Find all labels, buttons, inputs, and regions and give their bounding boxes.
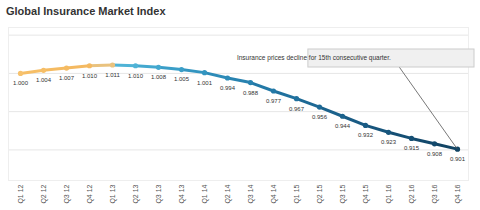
svg-text:Q3 16: Q3 16 xyxy=(431,184,439,203)
svg-text:0.956: 0.956 xyxy=(312,114,328,120)
svg-text:Q1 15: Q1 15 xyxy=(293,184,301,203)
svg-text:1.011: 1.011 xyxy=(105,72,120,78)
svg-text:1.007: 1.007 xyxy=(59,75,75,81)
svg-text:0.994: 0.994 xyxy=(220,85,236,91)
svg-text:Q2 16: Q2 16 xyxy=(408,184,416,203)
svg-text:Q2 12: Q2 12 xyxy=(40,184,48,203)
svg-text:1.001: 1.001 xyxy=(197,80,213,86)
svg-text:Q2 13: Q2 13 xyxy=(132,184,140,203)
html-text:Global Insurance Market Index: Global Insurance Market Index xyxy=(6,5,166,17)
svg-text:0.915: 0.915 xyxy=(404,145,420,151)
svg-text:Q3 15: Q3 15 xyxy=(339,184,347,203)
svg-text:Q1 12: Q1 12 xyxy=(17,184,25,203)
svg-text:Q1 13: Q1 13 xyxy=(109,184,117,203)
svg-text:Q3 13: Q3 13 xyxy=(155,184,163,203)
svg-text:1.005: 1.005 xyxy=(174,76,190,82)
svg-text:0.977: 0.977 xyxy=(266,98,282,104)
svg-text:Q4 15: Q4 15 xyxy=(362,184,370,203)
svg-text:1.010: 1.010 xyxy=(82,73,98,79)
svg-text:Q3 12: Q3 12 xyxy=(63,184,71,203)
svg-text:Q4 13: Q4 13 xyxy=(178,184,186,203)
svg-text:0.988: 0.988 xyxy=(243,90,259,96)
svg-text:Insurance prices decline for 1: Insurance prices decline for 15th consec… xyxy=(237,54,391,62)
svg-text:0.932: 0.932 xyxy=(358,132,374,138)
svg-text:1.000: 1.000 xyxy=(13,80,29,86)
svg-text:Q2 14: Q2 14 xyxy=(224,184,232,203)
svg-text:1.008: 1.008 xyxy=(151,74,167,80)
svg-text:0.967: 0.967 xyxy=(289,106,305,112)
svg-text:Q4 12: Q4 12 xyxy=(86,184,94,203)
svg-text:Q3 14: Q3 14 xyxy=(247,184,255,203)
svg-text:Q4 16: Q4 16 xyxy=(454,184,462,203)
svg-text:Q1 16: Q1 16 xyxy=(385,184,393,203)
svg-text:0.908: 0.908 xyxy=(427,151,443,157)
svg-text:Q4 14: Q4 14 xyxy=(270,184,278,203)
svg-text:0.901: 0.901 xyxy=(450,156,466,162)
svg-text:Q1 14: Q1 14 xyxy=(201,184,209,203)
svg-text:1.010: 1.010 xyxy=(128,73,144,79)
svg-text:Q2 15: Q2 15 xyxy=(316,184,324,203)
svg-text:0.923: 0.923 xyxy=(381,139,397,145)
svg-text:1.004: 1.004 xyxy=(36,77,52,83)
svg-text:0.944: 0.944 xyxy=(335,123,351,129)
